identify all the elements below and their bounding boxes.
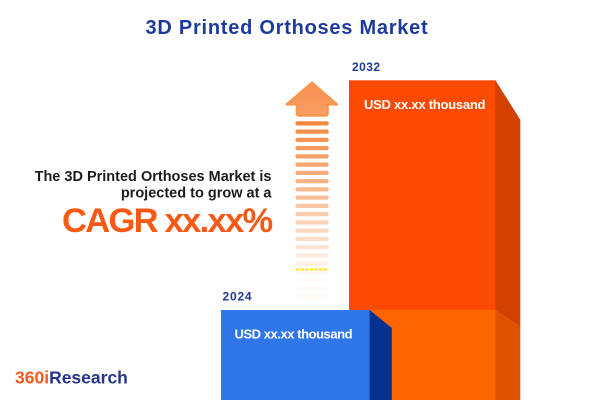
svg-text:USD xx.xx thousand: USD xx.xx thousand xyxy=(364,97,486,112)
svg-text:The 3D Printed Orthoses Market: The 3D Printed Orthoses Market is xyxy=(35,169,272,185)
svg-text:360iResearch: 360iResearch xyxy=(15,368,128,388)
svg-text:2032: 2032 xyxy=(352,60,381,74)
svg-text:2024: 2024 xyxy=(223,290,253,304)
svg-text:3D Printed Orthoses Market: 3D Printed Orthoses Market xyxy=(146,17,429,39)
svg-text:projected to grow at a: projected to grow at a xyxy=(121,185,273,201)
svg-text:USD xx.xx thousand: USD xx.xx thousand xyxy=(235,326,353,341)
svg-text:CAGR xx.xx%: CAGR xx.xx% xyxy=(62,202,272,240)
